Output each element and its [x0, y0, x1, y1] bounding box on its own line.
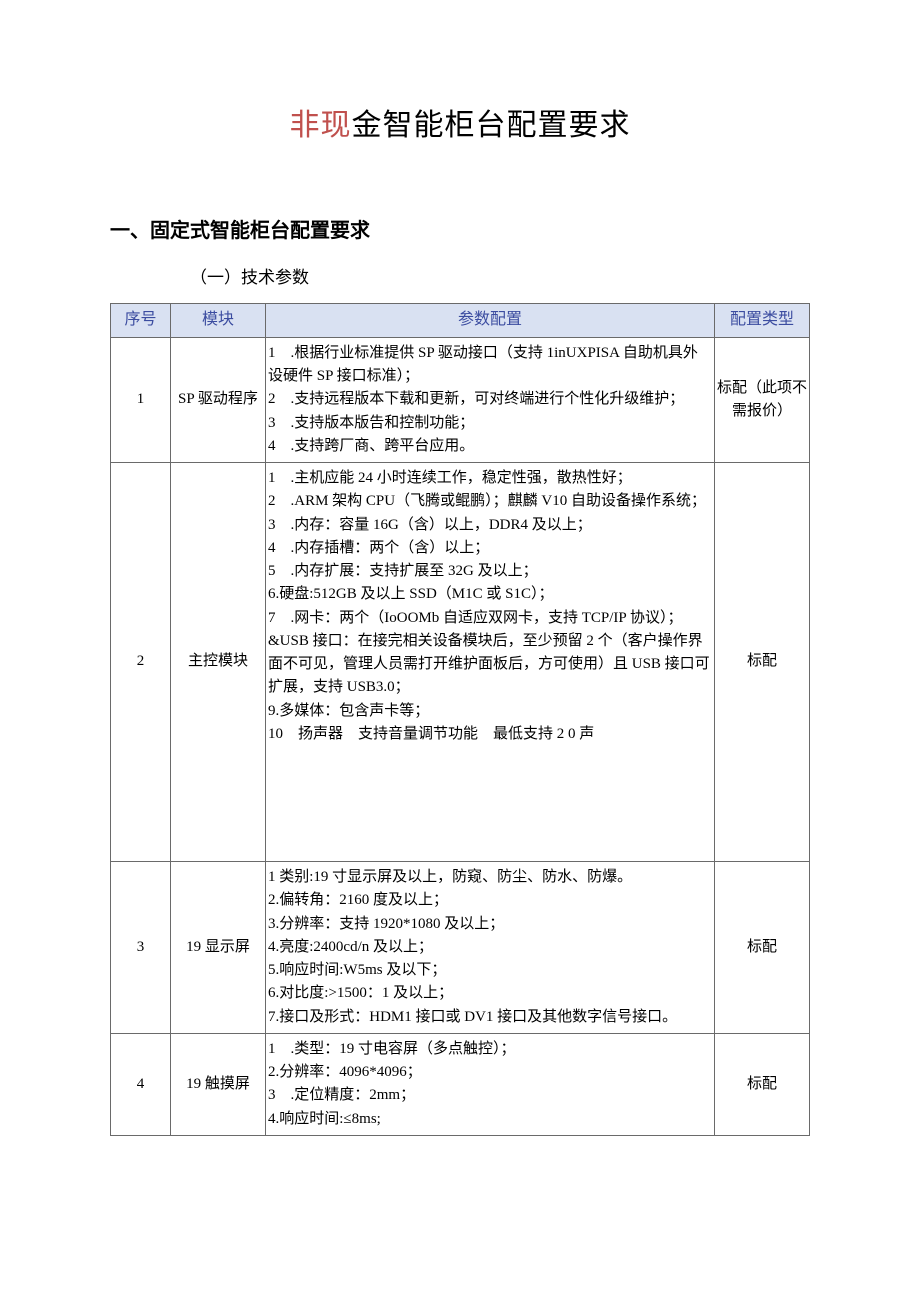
- col-header-params: 参数配置: [266, 304, 715, 338]
- cell-module: 主控模块: [171, 463, 266, 862]
- cell-num: 4: [111, 1033, 171, 1135]
- section-heading: 一、固定式智能柜台配置要求: [110, 214, 810, 243]
- title-accent: 非现: [290, 109, 352, 142]
- cell-type: 标配: [715, 862, 810, 1034]
- table-row: 3 19 显示屏 1 类别:19 寸显示屏及以上，防窥、防尘、防水、防爆。2.偏…: [111, 862, 810, 1034]
- table-header-row: 序号 模块 参数配置 配置类型: [111, 304, 810, 338]
- cell-module: 19 触摸屏: [171, 1033, 266, 1135]
- spec-table: 序号 模块 参数配置 配置类型 1 SP 驱动程序 1 .根据行业标准提供 SP…: [110, 303, 810, 1136]
- cell-num: 2: [111, 463, 171, 862]
- cell-type: 标配（此项不需报价）: [715, 337, 810, 462]
- cell-type: 标配: [715, 1033, 810, 1135]
- col-header-type: 配置类型: [715, 304, 810, 338]
- title-rest: 金智能柜台配置要求: [352, 109, 631, 142]
- col-header-num: 序号: [111, 304, 171, 338]
- cell-params-clip: 1 .主机应能 24 小时连续工作，稳定性强，散热性好；2 .ARM 架构 CP…: [268, 467, 712, 857]
- cell-params: 1 .类型：19 寸电容屏（多点触控）；2.分辨率：4096*4096；3 .定…: [266, 1033, 715, 1135]
- cell-num: 3: [111, 862, 171, 1034]
- cell-module: 19 显示屏: [171, 862, 266, 1034]
- page-title: 非现金智能柜台配置要求: [110, 100, 810, 144]
- cell-type: 标配: [715, 463, 810, 862]
- table-row: 4 19 触摸屏 1 .类型：19 寸电容屏（多点触控）；2.分辨率：4096*…: [111, 1033, 810, 1135]
- cell-params: 1 .根据行业标准提供 SP 驱动接口（支持 1inUXPISA 自助机具外设硬…: [266, 337, 715, 462]
- cell-module: SP 驱动程序: [171, 337, 266, 462]
- cell-params: 1 .主机应能 24 小时连续工作，稳定性强，散热性好；2 .ARM 架构 CP…: [266, 463, 715, 862]
- table-row: 1 SP 驱动程序 1 .根据行业标准提供 SP 驱动接口（支持 1inUXPI…: [111, 337, 810, 462]
- sub-heading: （一）技术参数: [190, 263, 810, 288]
- cell-params: 1 类别:19 寸显示屏及以上，防窥、防尘、防水、防爆。2.偏转角：2160 度…: [266, 862, 715, 1034]
- table-row: 2 主控模块 1 .主机应能 24 小时连续工作，稳定性强，散热性好；2 .AR…: [111, 463, 810, 862]
- cell-num: 1: [111, 337, 171, 462]
- col-header-module: 模块: [171, 304, 266, 338]
